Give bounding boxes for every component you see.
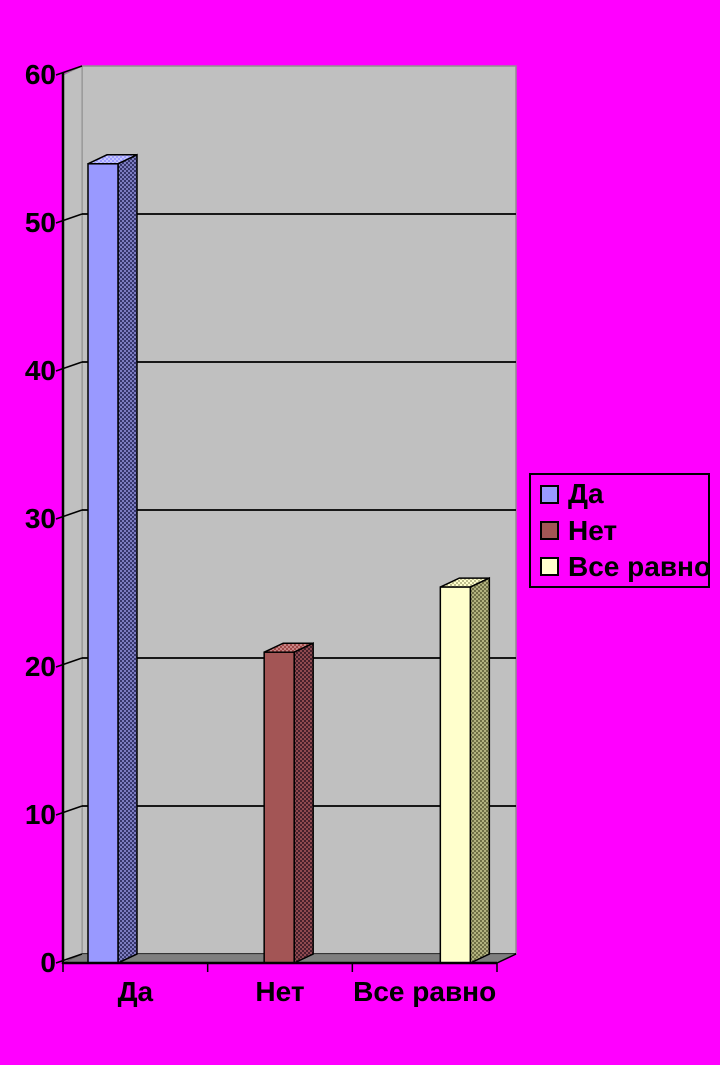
- legend-item: Нет: [540, 514, 708, 548]
- floor-right-edge: [496, 953, 517, 964]
- y-axis-label: 40: [25, 355, 56, 386]
- y-axis-tick: [55, 213, 83, 224]
- chart-side-wall: [62, 65, 83, 964]
- legend-swatch-da: [540, 484, 559, 504]
- x-axis-label: Да: [118, 976, 154, 1007]
- legend-item: Все равно: [540, 550, 712, 584]
- x-axis-label: Все равно: [353, 976, 496, 1007]
- y-axis-label: 10: [25, 799, 56, 830]
- y-axis-label: 30: [25, 503, 56, 534]
- x-axis-label: Нет: [255, 976, 304, 1007]
- y-axis-tick: [55, 65, 83, 76]
- bar-Все равно: [439, 576, 491, 965]
- legend-label: Все равно: [568, 550, 712, 582]
- y-axis-label: 60: [25, 59, 56, 90]
- bar-front-face: [439, 586, 472, 964]
- bar-front-face: [263, 651, 295, 964]
- bar-side-face: [117, 153, 138, 965]
- legend: Да Нет Все равно: [529, 473, 712, 588]
- y-axis-tick: [55, 805, 83, 816]
- y-axis-label: 50: [25, 207, 56, 238]
- y-axis-tick: [55, 953, 83, 964]
- legend-swatch-vse-ravno: [540, 557, 559, 577]
- bar-side-face: [293, 642, 314, 965]
- y-axis-label: 0: [40, 947, 56, 978]
- legend-label: Да: [568, 478, 604, 510]
- bar-Да: [87, 153, 138, 965]
- bar-front-face: [87, 163, 119, 964]
- legend-label: Нет: [568, 514, 618, 546]
- bar-Нет: [263, 642, 314, 965]
- legend-item: Да: [540, 477, 708, 511]
- y-axis-tick: [55, 361, 83, 372]
- y-axis-tick: [55, 657, 83, 668]
- legend-swatch-net: [540, 521, 559, 540]
- y-axis-label: 20: [25, 651, 56, 682]
- y-axis-tick: [55, 509, 83, 520]
- bar-side-face: [469, 576, 491, 965]
